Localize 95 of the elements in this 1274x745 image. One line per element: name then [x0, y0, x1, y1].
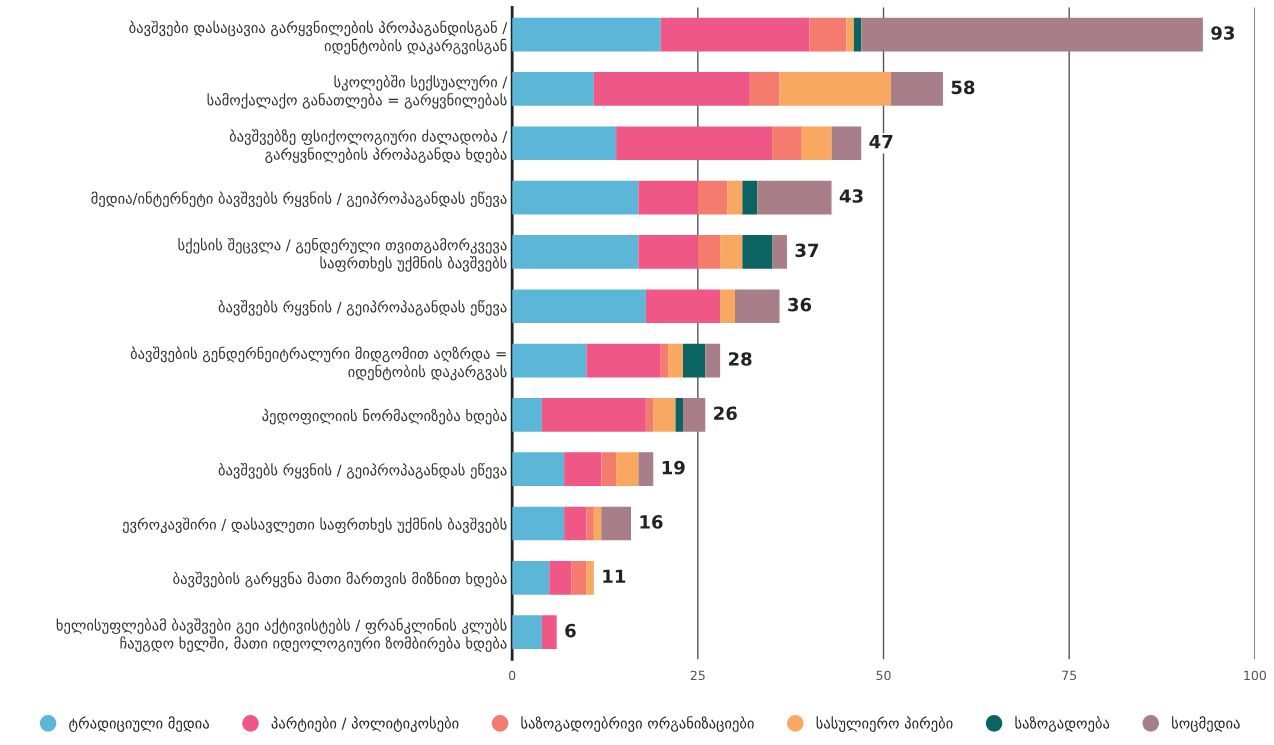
bar: [512, 561, 550, 595]
y-tick-label: ევროკავშირი / დასავლეთი საფრთხეს უქმნის ბავშვებს: [122, 517, 507, 534]
bar: [638, 452, 654, 487]
y-tick-label: სქესის შეცვლა / გენდერული თვითგამორკვევა საფრთხეს უქმნის ბავშვებს: [178, 237, 507, 272]
bar: [564, 452, 602, 487]
bar: [801, 126, 832, 161]
bar: [564, 506, 587, 541]
bar: [638, 180, 698, 215]
bar: [742, 235, 773, 269]
y-tick-label: ბავშვებზე ფსიქოლოგიური ძალადობა / გარყვნილების პროპაგანდა ხდება: [229, 129, 508, 164]
total-label: 26: [714, 406, 737, 421]
bar: [512, 289, 646, 324]
bar: [512, 180, 639, 215]
bar: [512, 126, 617, 161]
x-tick-label: 100: [1244, 670, 1266, 681]
total-label: 36: [788, 297, 812, 312]
bar: [660, 343, 669, 378]
bar: [660, 17, 810, 52]
x-tick-label: 75: [1062, 670, 1077, 681]
bar: [682, 398, 706, 432]
total-label: 6: [565, 623, 576, 638]
bar: [846, 17, 854, 52]
bar: [586, 506, 594, 541]
bar: [512, 343, 587, 378]
bar: [720, 235, 743, 269]
bar: [772, 235, 787, 269]
x-tick-label: 25: [690, 670, 705, 681]
bar: [601, 452, 617, 487]
bar: [742, 180, 758, 215]
bar: [749, 72, 780, 106]
bar: [593, 72, 750, 106]
bar: [772, 126, 802, 161]
bar: [512, 615, 542, 649]
bar: [601, 506, 631, 541]
legend-label: საზოგადოებრივი ორგანიზაციები: [521, 716, 754, 732]
bar: [616, 452, 639, 487]
y-tick-label: ბავშვებს რყვნის / გეიპროპაგანდას ეწევა: [218, 300, 507, 316]
y-tick-label: ბავშვების გარყვნა მათი მართვის მიზნით ხდება: [173, 571, 507, 588]
legend-label: ტრადიციული მედია: [69, 716, 209, 732]
y-tick-label: სკოლებში სექსუალური / სამოქალაქო განათლება = გარყვნილებას: [207, 75, 508, 109]
bar: [541, 398, 646, 432]
bar: [549, 561, 572, 595]
total-label: 11: [603, 569, 626, 583]
y-tick-label: პედოფილიის ნორმალიზება ხდება: [262, 408, 507, 425]
bar: [853, 17, 862, 52]
bar: [512, 72, 594, 106]
bar: [512, 452, 565, 487]
legend-label: სასულიერო პირები: [816, 716, 953, 732]
bar: [675, 398, 683, 432]
bar: [705, 343, 721, 378]
bar: [512, 398, 542, 432]
bar: [512, 235, 639, 269]
bar: [653, 398, 676, 432]
bar: [668, 343, 683, 378]
bar: [727, 180, 743, 215]
legend-label: სოცმედია: [1172, 716, 1240, 732]
bar: [512, 506, 565, 541]
bar: [586, 343, 661, 378]
bar: [638, 235, 698, 269]
total-label: 58: [951, 80, 975, 95]
bar: [645, 289, 721, 324]
bar: [757, 180, 832, 215]
bar: [541, 615, 557, 649]
y-tick-label: ბავშვებს რყვნის / გეიპროპაგანდას ეწევა: [218, 463, 507, 479]
legend-label: საზოგადოება: [1015, 716, 1110, 732]
bar: [586, 561, 594, 595]
y-tick-label: ბავშვები დასაცავია გარყვნილების პროპაგანდისგან / იდენტობის დაკარგვისგან: [129, 20, 508, 55]
y-tick-label: მედია/ინტერნეტი ბავშვებს რყვნის / გეიპროპაგანდას ეწევა: [91, 191, 507, 208]
bar: [571, 561, 587, 595]
x-tick-label: 50: [876, 670, 891, 681]
total-label: 16: [640, 515, 663, 529]
bar: [809, 17, 847, 52]
legend-label: პარტიები / პოლიტიკოსები: [271, 716, 459, 732]
x-tick-label: 0: [509, 670, 516, 681]
bar: [697, 235, 721, 269]
bar: [682, 343, 706, 378]
total-label: 93: [1211, 26, 1235, 40]
bar: [779, 72, 891, 106]
bar: [720, 289, 735, 324]
y-tick-label: ხელისუფლებამ ბავშვები გეი აქტივისტებს / ფრანკლინის კლუბს ჩაუგდო ხელში, მათი იდეოლოგიური ზომბირება ხდება: [56, 618, 507, 652]
bar: [697, 180, 728, 215]
total-label: 28: [728, 352, 752, 366]
bar: [645, 398, 654, 432]
bar: [512, 17, 661, 52]
total-label: 43: [839, 189, 863, 203]
bar: [890, 72, 943, 106]
total-label: 37: [795, 243, 819, 258]
bar: [593, 506, 602, 541]
y-tick-label: ბავშვების გენდერნეიტრალური მიდგომით აღზრდა = იდენტობის დაკარგვას: [130, 346, 507, 381]
total-label: 19: [662, 460, 685, 475]
bar: [861, 17, 1203, 52]
bar: [831, 126, 862, 161]
bar: [616, 126, 773, 161]
total-label: 47: [869, 135, 893, 149]
bar: [734, 289, 780, 324]
